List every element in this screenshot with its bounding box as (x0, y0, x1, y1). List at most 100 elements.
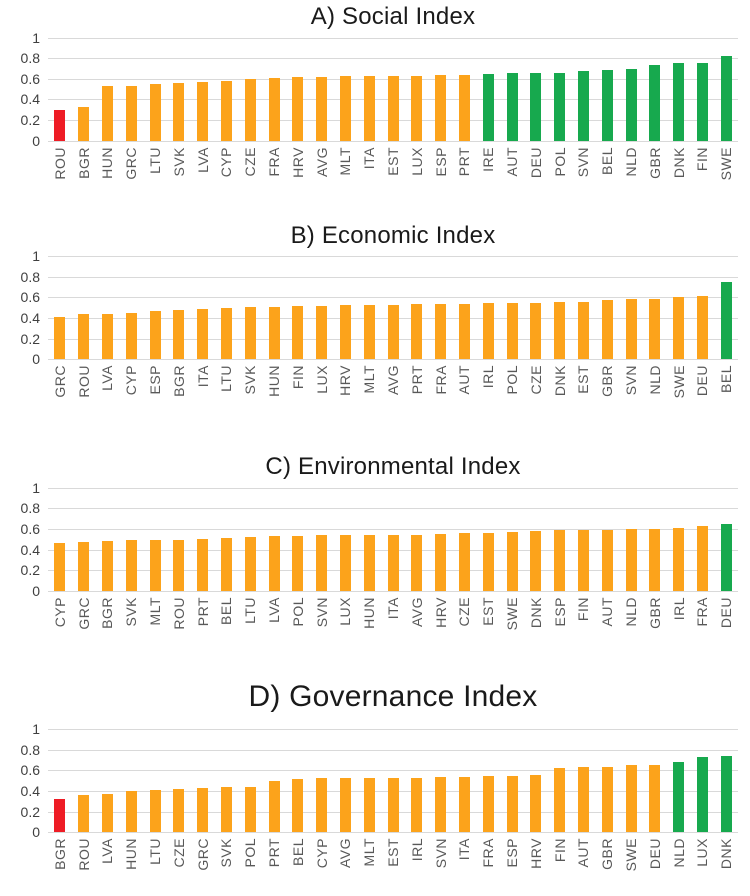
bar-cze (530, 302, 542, 360)
y-tick-label: 0 (32, 582, 40, 599)
bar-slot (191, 729, 215, 833)
bar-slot (215, 38, 239, 141)
x-tick-slot: HRV (334, 365, 358, 423)
bar-ltu (220, 307, 232, 360)
bar-slot (405, 488, 429, 591)
x-tick-slot: MLT (143, 597, 167, 655)
x-tick-label: EST (385, 146, 402, 176)
bar-irl (673, 527, 685, 591)
bar-slot (72, 488, 96, 591)
x-tick-slot: PRT (405, 365, 429, 423)
x-tick-label: HUN (123, 838, 140, 871)
x-tick-slot: PRT (191, 597, 215, 655)
x-tick-slot: LTU (238, 597, 262, 655)
bar-slot (714, 256, 738, 360)
bar-slot (643, 38, 667, 141)
x-tick-label: LUX (694, 838, 711, 868)
bar-slot (119, 256, 143, 360)
bar-slot (262, 488, 286, 591)
bar-fin (554, 768, 566, 833)
bar-prt (411, 303, 423, 360)
y-axis-environmental: 1 0.8 0.6 0.4 0.2 0 (2, 481, 40, 598)
x-tick-label: SVN (575, 146, 592, 177)
x-tick-label: LVA (99, 365, 116, 392)
bar-bel (720, 281, 732, 360)
bar-slot (691, 488, 715, 591)
bar-bel (220, 538, 232, 591)
bar-slot (119, 488, 143, 591)
x-tick-label: IRL (408, 838, 425, 862)
bar-slot (286, 38, 310, 141)
bar-slot (167, 256, 191, 360)
bars-social (48, 38, 738, 141)
x-tick-label: BEL (599, 146, 616, 175)
bar-ltu (149, 83, 161, 141)
x-tick-label: POL (242, 838, 259, 868)
bar-bel (292, 778, 304, 833)
x-tick-label: GBR (646, 596, 663, 629)
y-tick-label: 0.6 (20, 762, 40, 779)
x-tick-slot: BGR (72, 147, 96, 205)
x-tick-label: MLT (361, 365, 378, 394)
bar-nld (625, 68, 637, 141)
x-tick-label: CYP (313, 838, 330, 869)
x-tick-label: BEL (718, 365, 735, 394)
x-tick-label: LVA (266, 596, 283, 623)
x-tick-slot: EST (572, 365, 596, 423)
x-tick-label: HUN (266, 365, 283, 398)
bar-gbr (601, 300, 613, 360)
bar-slot (453, 488, 477, 591)
bar-slot (643, 488, 667, 591)
bar-slot (429, 256, 453, 360)
bar-slot (595, 38, 619, 141)
bar-avg (339, 777, 351, 833)
bar-avg (316, 76, 328, 141)
bar-slot (572, 729, 596, 833)
x-tick-label: AUT (456, 365, 473, 395)
x-tick-slot: HRV (429, 597, 453, 655)
bar-rou (78, 313, 90, 360)
bar-slot (500, 488, 524, 591)
bar-pol (244, 786, 256, 833)
bar-swe (506, 532, 518, 591)
bar-slot (476, 38, 500, 141)
y-tick-label: 0.6 (20, 289, 40, 306)
bar-bel (601, 69, 613, 141)
bar-fin (696, 63, 708, 141)
bar-aut (577, 767, 589, 833)
bar-dnk (720, 756, 732, 833)
bar-svn (316, 535, 328, 591)
x-tick-label: DNK (670, 146, 687, 178)
x-tick-label: HRV (289, 146, 306, 178)
bar-nld (625, 528, 637, 591)
bar-slot (48, 38, 72, 141)
x-tick-label: DEU (694, 365, 711, 397)
x-tick-slot: BEL (595, 147, 619, 205)
bar-svn (577, 70, 589, 141)
bar-slot (334, 729, 358, 833)
bar-slot (215, 729, 239, 833)
bar-slot (96, 729, 120, 833)
x-tick-label: LUX (313, 365, 330, 394)
x-tick-slot: IRL (476, 365, 500, 423)
bar-svk (125, 540, 137, 591)
bar-svn (435, 776, 447, 833)
bar-slot (167, 729, 191, 833)
bar-ltu (149, 790, 161, 833)
x-tick-slot: NLD (619, 147, 643, 205)
bar-slot (667, 488, 691, 591)
x-tick-slot: FIN (286, 365, 310, 423)
x-tick-label: DNK (718, 838, 735, 870)
x-tick-label: AUT (504, 146, 521, 177)
x-tick-label: CZE (456, 596, 473, 627)
x-tick-label: POL (551, 146, 568, 177)
y-tick-label: 0.4 (20, 783, 40, 800)
x-tick-slot: BEL (714, 365, 738, 423)
bar-slot (476, 729, 500, 833)
x-tick-label: SVN (432, 838, 449, 869)
x-tick-label: ROU (75, 838, 92, 871)
x-tick-slot: CZE (524, 365, 548, 423)
x-tick-slot: IRL (667, 597, 691, 655)
bar-deu (696, 296, 708, 360)
x-tick-label: IRE (480, 146, 497, 172)
